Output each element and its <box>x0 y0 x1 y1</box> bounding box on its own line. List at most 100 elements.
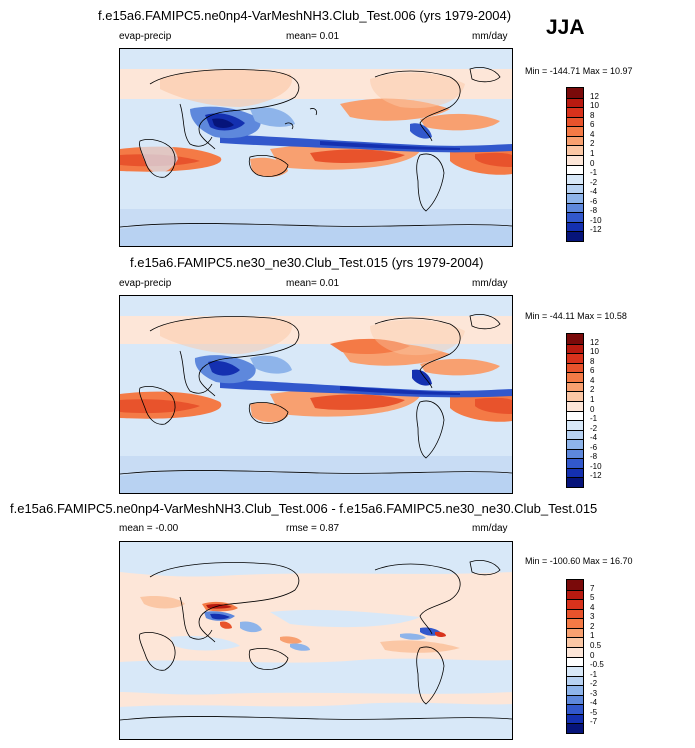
colorbar-tick-label: 8 <box>590 110 595 120</box>
colorbar-swatch <box>567 372 583 382</box>
colorbar-swatch <box>567 343 583 354</box>
colorbar-tick-label: -2 <box>590 679 598 689</box>
colorbar-tick-label: -2 <box>590 177 598 187</box>
colorbar-swatch <box>567 154 583 165</box>
colorbar-tick-label: 0 <box>590 158 595 168</box>
colorbar-tick-label: -4 <box>590 698 598 708</box>
colorbar-tick-label: 2 <box>590 385 595 395</box>
colorbar-tick-label: -4 <box>590 187 598 197</box>
colorbar-tick-label: 7 <box>590 583 595 593</box>
panel-3-units-label: mm/day <box>472 523 508 534</box>
panel-1-mean-label: mean= 0.01 <box>286 31 340 42</box>
colorbar-swatch <box>567 410 583 421</box>
colorbar-tick-label: -6 <box>590 442 598 452</box>
colorbar-tick-label: 12 <box>590 337 599 347</box>
colorbar-swatch <box>567 704 583 714</box>
panel-1-colorbar <box>566 87 584 242</box>
panel-3-colorbar <box>566 579 584 734</box>
colorbar-tick-label: 12 <box>590 91 599 101</box>
panel-2-colorbar-swatches <box>567 334 583 487</box>
colorbar-swatch <box>567 608 583 619</box>
colorbar-swatch <box>567 145 583 155</box>
colorbar-swatch <box>567 713 583 724</box>
panel-1-map-svg <box>120 49 512 246</box>
colorbar-tick-label: 4 <box>590 129 595 139</box>
colorbar-swatch <box>567 467 583 478</box>
colorbar-tick-label: 10 <box>590 101 599 111</box>
panel-2-colorbar <box>566 333 584 488</box>
panel-2-title: f.e15a6.FAMIPC5.ne30_ne30.Club_Test.015 … <box>130 255 484 270</box>
colorbar-swatch <box>567 381 583 392</box>
colorbar-swatch <box>567 429 583 440</box>
colorbar-tick-label: 4 <box>590 602 595 612</box>
colorbar-tick-label: -7 <box>590 717 598 727</box>
panel-1-units-label: mm/day <box>472 31 508 42</box>
colorbar-tick-label: -10 <box>590 461 602 471</box>
panel-2-map-svg <box>120 296 512 493</box>
colorbar-swatch <box>567 646 583 657</box>
colorbar-swatch <box>567 107 583 117</box>
colorbar-swatch <box>567 420 583 430</box>
colorbar-tick-label: -1 <box>590 414 598 424</box>
colorbar-swatch <box>567 448 583 459</box>
colorbar-swatch <box>567 458 583 468</box>
colorbar-tick-label: 3 <box>590 612 595 622</box>
colorbar-swatch <box>567 362 583 373</box>
colorbar-tick-label: -0.5 <box>590 660 604 670</box>
panel-2-min-max: Min = -44.11 Max = 10.58 <box>525 311 627 321</box>
colorbar-tick-label: -4 <box>590 433 598 443</box>
colorbar-swatch <box>567 97 583 108</box>
panel-2-mean-label: mean= 0.01 <box>286 278 340 289</box>
panel-1-map <box>119 48 513 247</box>
colorbar-tick-label: -8 <box>590 452 598 462</box>
colorbar-tick-label: -8 <box>590 206 598 216</box>
colorbar-swatch <box>567 212 583 222</box>
colorbar-tick-label: -10 <box>590 215 602 225</box>
colorbar-swatch <box>567 637 583 647</box>
colorbar-tick-label: -6 <box>590 196 598 206</box>
colorbar-swatch <box>567 723 583 733</box>
colorbar-swatch <box>567 88 583 98</box>
colorbar-tick-label: -12 <box>590 471 602 481</box>
panel-3-map <box>119 541 513 740</box>
colorbar-tick-label: 4 <box>590 375 595 385</box>
colorbar-swatch <box>567 618 583 628</box>
colorbar-tick-label: 2 <box>590 621 595 631</box>
colorbar-tick-label: -5 <box>590 707 598 717</box>
colorbar-tick-label: 2 <box>590 139 595 149</box>
panel-3-map-svg <box>120 542 512 739</box>
panel-2-map <box>119 295 513 494</box>
panel-2-units-label: mm/day <box>472 278 508 289</box>
panel-1-variable-label: evap-precip <box>119 31 172 42</box>
colorbar-swatch <box>567 391 583 401</box>
colorbar-swatch <box>567 685 583 695</box>
panel-1-min-max: Min = -144.71 Max = 10.97 <box>525 66 633 76</box>
colorbar-swatch <box>567 599 583 609</box>
colorbar-swatch <box>567 627 583 638</box>
colorbar-swatch <box>567 193 583 203</box>
colorbar-swatch <box>567 334 583 344</box>
panel-1-colorbar-swatches <box>567 88 583 241</box>
colorbar-swatch <box>567 353 583 363</box>
colorbar-tick-label: -3 <box>590 688 598 698</box>
colorbar-tick-label: 0 <box>590 404 595 414</box>
colorbar-swatch <box>567 231 583 241</box>
colorbar-swatch <box>567 656 583 667</box>
colorbar-swatch <box>567 589 583 600</box>
colorbar-swatch <box>567 666 583 676</box>
colorbar-tick-label: 1 <box>590 394 595 404</box>
colorbar-tick-label: -12 <box>590 225 602 235</box>
colorbar-swatch <box>567 221 583 232</box>
colorbar-tick-label: 1 <box>590 631 595 641</box>
panel-3-rmse-label: rmse = 0.87 <box>286 523 340 534</box>
panel-3-colorbar-swatches <box>567 580 583 733</box>
panel-2-variable-label: evap-precip <box>119 278 172 289</box>
colorbar-swatch <box>567 694 583 705</box>
colorbar-tick-label: -1 <box>590 669 598 679</box>
colorbar-tick-label: 6 <box>590 120 595 130</box>
colorbar-swatch <box>567 400 583 411</box>
panel-3-title: f.e15a6.FAMIPC5.ne0np4-VarMeshNH3.Club_T… <box>10 501 598 516</box>
panel-3-mean-label: mean = -0.00 <box>119 523 179 534</box>
panel-1-title: f.e15a6.FAMIPC5.ne0np4-VarMeshNH3.Club_T… <box>98 8 512 23</box>
colorbar-swatch <box>567 202 583 213</box>
